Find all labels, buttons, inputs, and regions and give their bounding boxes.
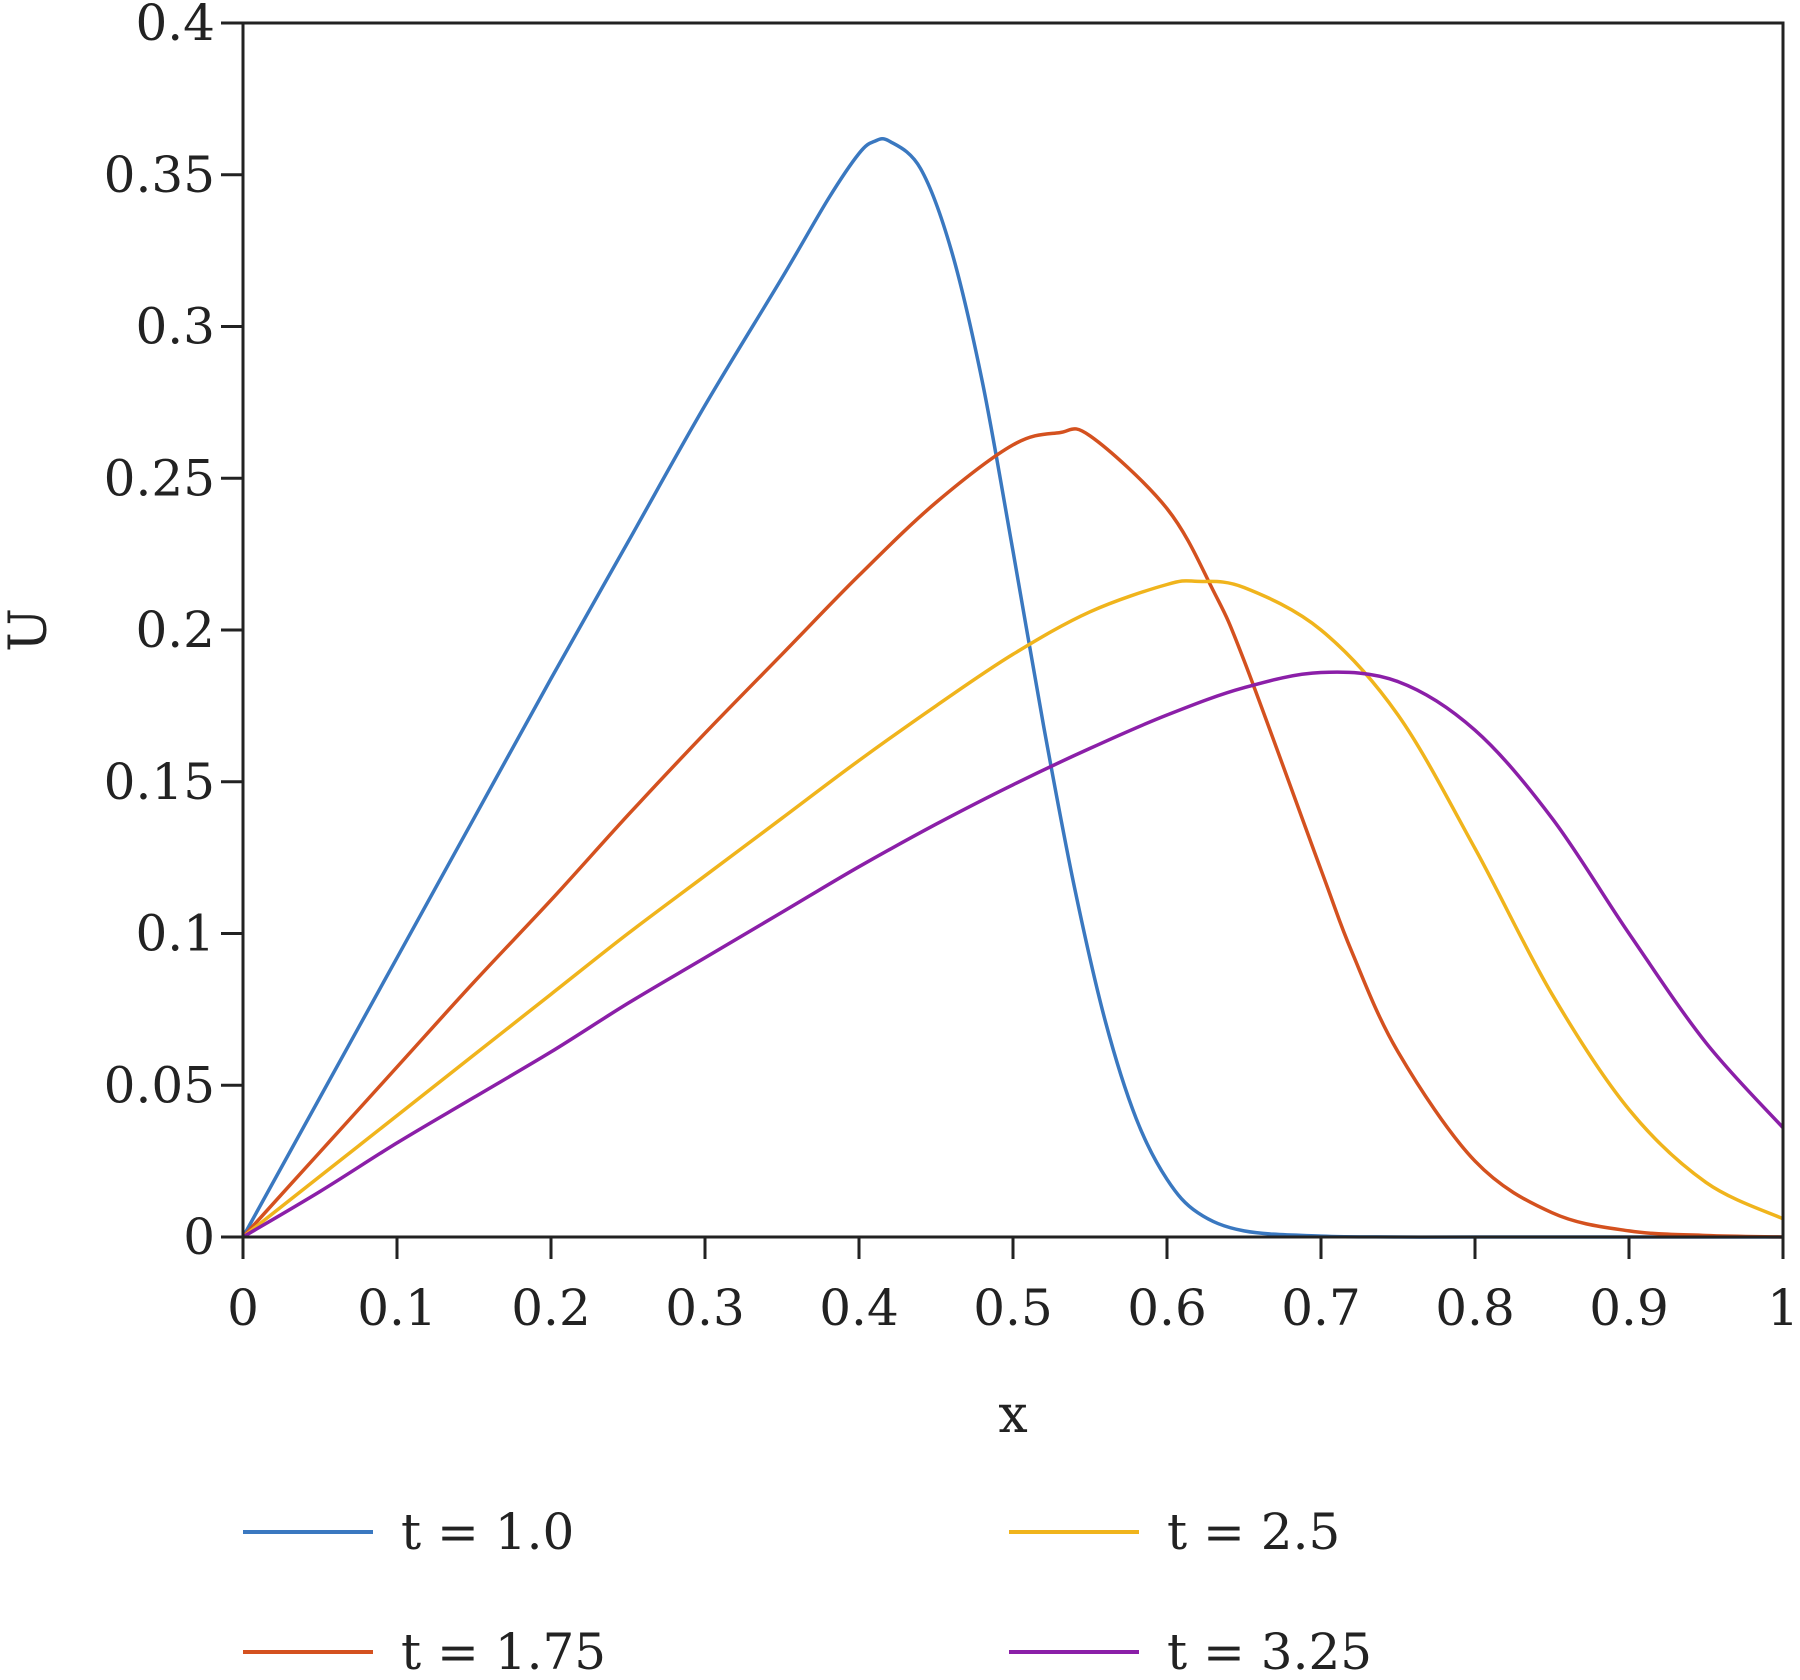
y-tick-label: 0.05 bbox=[104, 1056, 215, 1114]
y-axis-title: U bbox=[0, 608, 59, 652]
x-tick-label: 0.6 bbox=[1127, 1279, 1207, 1337]
y-tick-label: 0 bbox=[183, 1208, 215, 1266]
y-tick-label: 0.4 bbox=[135, 0, 215, 52]
y-axis-ticks: 0 0.05 0.1 0.15 0.2 0.25 0.3 0.35 0.4 bbox=[104, 0, 243, 1266]
series-line-2 bbox=[241, 427, 1784, 1239]
legend: t = 1.0 t = 1.75 t = 2.5 t = 3.25 bbox=[243, 1503, 1372, 1680]
y-tick-label: 0.3 bbox=[135, 298, 215, 356]
x-tick-label: 0 bbox=[227, 1279, 259, 1337]
x-tick-label: 0.4 bbox=[819, 1279, 899, 1337]
legend-label-2: t = 1.75 bbox=[401, 1623, 606, 1680]
x-tick-label: 0.1 bbox=[357, 1279, 437, 1337]
series-lines bbox=[241, 137, 1785, 1239]
x-tick-label: 0.3 bbox=[665, 1279, 745, 1337]
y-tick-label: 0.25 bbox=[104, 449, 215, 507]
legend-label-1: t = 1.0 bbox=[401, 1503, 574, 1561]
x-axis-ticks: 0 0.1 0.2 0.3 0.4 0.5 0.6 0.7 0.8 0.9 1 bbox=[227, 1237, 1799, 1337]
y-tick-label: 0.2 bbox=[135, 601, 215, 659]
legend-label-3: t = 2.5 bbox=[1167, 1503, 1340, 1561]
y-tick-label: 0.15 bbox=[104, 753, 215, 811]
y-tick-label: 0.1 bbox=[135, 905, 215, 963]
x-tick-label: 0.5 bbox=[973, 1279, 1053, 1337]
series-line-3 bbox=[241, 579, 1784, 1239]
x-tick-label: 0.9 bbox=[1589, 1279, 1669, 1337]
x-tick-label: 1 bbox=[1767, 1279, 1799, 1337]
x-axis-title: x bbox=[998, 1385, 1027, 1445]
series-line-4 bbox=[242, 670, 1785, 1239]
x-tick-label: 0.7 bbox=[1281, 1279, 1361, 1337]
y-tick-label: 0.35 bbox=[104, 146, 215, 204]
x-tick-label: 0.2 bbox=[511, 1279, 591, 1337]
legend-label-4: t = 3.25 bbox=[1167, 1623, 1372, 1680]
series-line-1 bbox=[241, 137, 1783, 1239]
x-tick-label: 0.8 bbox=[1435, 1279, 1515, 1337]
